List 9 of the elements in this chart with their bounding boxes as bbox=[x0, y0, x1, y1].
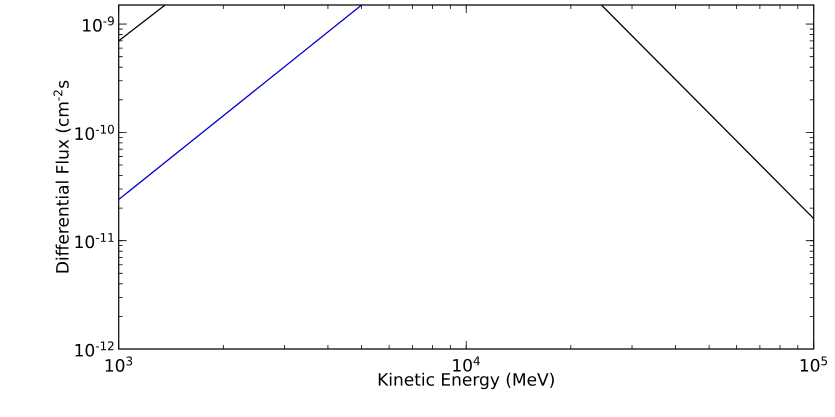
x-tick-label: 10$^{5}$ bbox=[800, 356, 828, 372]
y-axis-title: Differential Flux (cm$^{-2}$s bbox=[53, 80, 71, 272]
y-tick-label: 10$^{-9}$ bbox=[83, 16, 114, 32]
y-tick-label: 10$^{-12}$ bbox=[76, 341, 114, 357]
y-tick-label: 10$^{-11}$ bbox=[76, 233, 114, 248]
x-tick-label: 10$^{3}$ bbox=[106, 356, 132, 372]
y-tick-label: 10$^{-10}$ bbox=[76, 124, 114, 140]
x-axis-title: Kinetic Energy (MeV) bbox=[378, 372, 554, 390]
x-tick-label: 10$^{4}$ bbox=[453, 356, 480, 372]
